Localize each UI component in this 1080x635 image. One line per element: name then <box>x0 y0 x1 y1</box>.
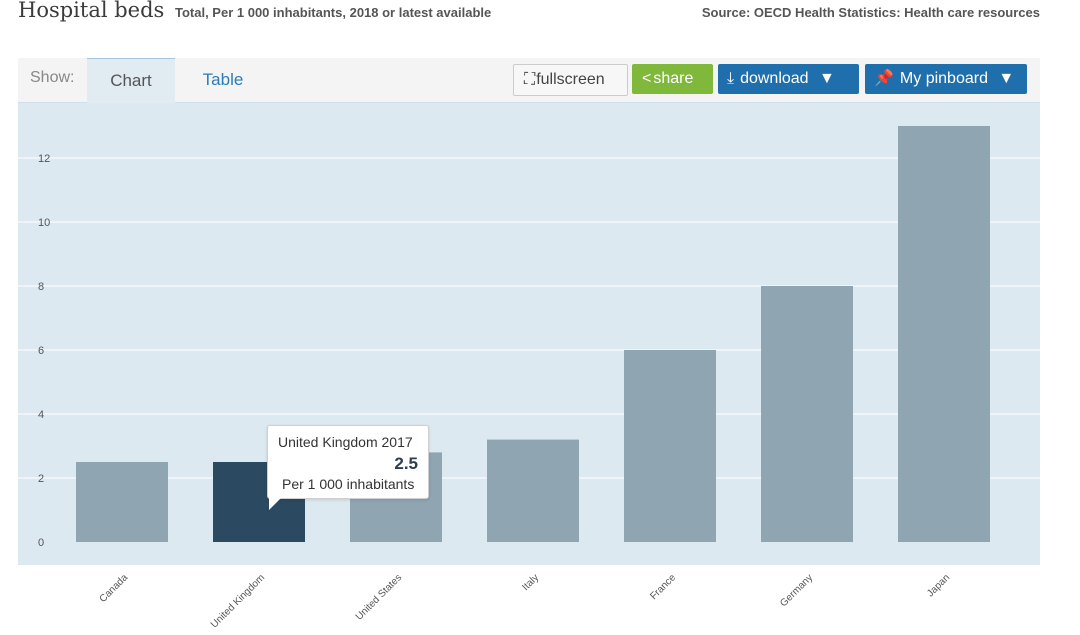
x-tick-label: United States <box>354 572 404 622</box>
bar-canada[interactable] <box>76 462 168 542</box>
tooltip-unit: Per 1 000 inhabitants <box>282 476 415 492</box>
y-tick-label: 4 <box>38 409 44 421</box>
tab-table[interactable]: Table <box>202 70 244 89</box>
y-tick-label: 6 <box>38 345 44 357</box>
pin-icon: 📌 <box>874 70 894 87</box>
show-label: Show: <box>30 69 75 86</box>
x-tick-label: Italy <box>520 572 541 593</box>
chart-toolbar: Show: Chart Table ⛶fullscreen < share ⤓ do… <box>18 58 1040 104</box>
chevron-down-icon: ▼ <box>819 70 835 87</box>
download-label: download <box>740 70 809 87</box>
tooltip-value: 2.5 <box>394 454 418 473</box>
download-button[interactable]: ⤓ download ▼ <box>718 64 859 94</box>
tooltip-label: United Kingdom 2017 <box>278 434 413 450</box>
share-label: share <box>653 70 694 87</box>
x-tick-label: United Kingdom <box>209 572 267 630</box>
bar-germany[interactable] <box>761 286 853 542</box>
chart-title: Hospital beds <box>18 0 165 22</box>
pinboard-label: My pinboard <box>899 70 988 87</box>
fullscreen-label: fullscreen <box>536 71 605 88</box>
tab-chart[interactable]: Chart <box>87 58 175 103</box>
chart-subtitle: Total, Per 1 000 inhabitants, 2018 or la… <box>175 5 492 20</box>
y-tick-label: 10 <box>38 217 50 229</box>
x-tick-label: Germany <box>778 572 815 609</box>
y-tick-label: 8 <box>38 281 44 293</box>
fullscreen-icon: ⛶ <box>524 71 536 88</box>
download-icon: ⤓ <box>727 70 735 87</box>
share-icon: < <box>642 70 652 87</box>
y-tick-label: 12 <box>38 153 50 165</box>
x-tick-label: Japan <box>925 572 952 599</box>
fullscreen-button[interactable]: ⛶fullscreen <box>513 64 628 96</box>
x-tick-label: France <box>648 572 678 602</box>
bar-france[interactable] <box>624 350 716 542</box>
pinboard-button[interactable]: 📌 My pinboard ▼ <box>865 64 1027 94</box>
x-tick-label: Canada <box>98 572 131 605</box>
chart-tooltip: United Kingdom 2017 2.5 Per 1 000 inhabi… <box>267 425 429 510</box>
chart-header: Hospital beds Total, Per 1 000 inhabitan… <box>18 0 1040 30</box>
bar-italy[interactable] <box>487 439 579 542</box>
chart-source: Source: OECD Health Statistics: Health c… <box>701 5 1040 20</box>
bar-japan[interactable] <box>898 126 990 542</box>
y-tick-label: 2 <box>38 473 44 485</box>
share-button[interactable]: < share <box>632 64 713 94</box>
chevron-down-icon: ▼ <box>998 70 1015 87</box>
y-tick-label: 0 <box>38 537 44 549</box>
